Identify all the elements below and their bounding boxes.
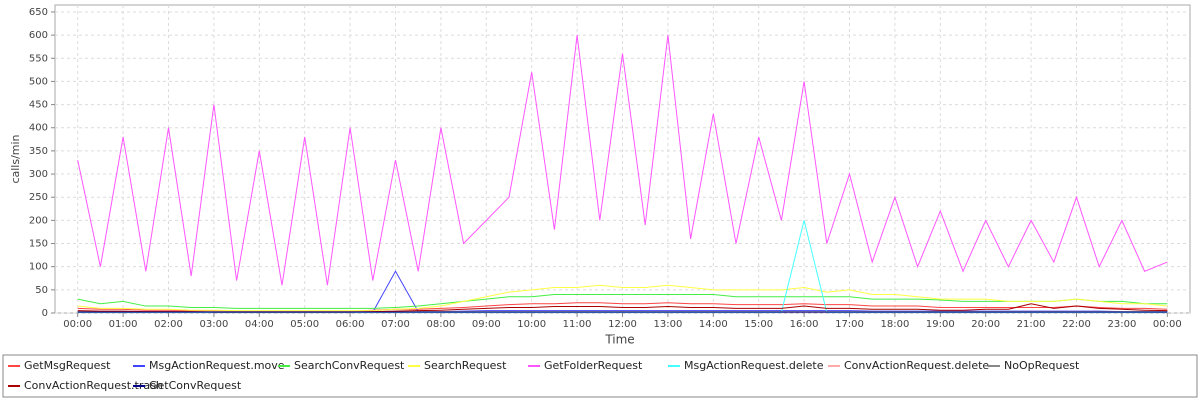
legend xyxy=(2,354,1198,398)
y-tick-label: 600 xyxy=(29,30,48,41)
legend-label: MsgActionRequest.move xyxy=(149,359,285,372)
x-tick-label: 22:00 xyxy=(1062,319,1091,330)
x-tick-label: 14:00 xyxy=(699,319,728,330)
x-tick-label: 11:00 xyxy=(563,319,592,330)
y-tick-label: 550 xyxy=(29,53,48,64)
legend-label: MsgActionRequest.delete xyxy=(684,359,824,372)
x-tick-label: 01:00 xyxy=(109,319,138,330)
y-tick-label: 250 xyxy=(29,192,48,203)
series-line xyxy=(77,293,1168,309)
y-tick-label: 0 xyxy=(42,308,48,319)
legend-label: SearchRequest xyxy=(424,359,507,372)
x-tick-label: 17:00 xyxy=(835,319,864,330)
series-line xyxy=(77,35,1168,286)
x-tick-label: 08:00 xyxy=(426,319,455,330)
y-tick-label: 650 xyxy=(29,7,48,18)
y-tick-label: 350 xyxy=(29,146,48,157)
x-tick-label: 04:00 xyxy=(245,319,274,330)
x-tick-label: 19:00 xyxy=(926,319,955,330)
y-tick-label: 50 xyxy=(35,285,48,296)
x-axis-label: Time xyxy=(604,333,634,347)
y-tick-label: 400 xyxy=(29,123,48,134)
x-tick-label: 12:00 xyxy=(608,319,637,330)
x-tick-label: 18:00 xyxy=(880,319,909,330)
series-line xyxy=(77,284,1168,312)
legend-label: GetFolderRequest xyxy=(544,359,643,372)
x-tick-label: 05:00 xyxy=(290,319,319,330)
x-tick-label: 15:00 xyxy=(744,319,773,330)
x-tick-label: 21:00 xyxy=(1017,319,1046,330)
y-tick-label: 450 xyxy=(29,100,48,111)
y-tick-label: 500 xyxy=(29,76,48,87)
x-tick-label: 10:00 xyxy=(517,319,546,330)
y-tick-label: 200 xyxy=(29,215,48,226)
legend-label: GetMsgRequest xyxy=(24,359,111,372)
y-tick-label: 150 xyxy=(29,239,48,250)
y-axis-label: calls/min xyxy=(9,134,22,183)
legend-label: ConvActionRequest.delete xyxy=(844,359,989,372)
x-tick-label: 00:00 xyxy=(63,319,92,330)
y-tick-label: 100 xyxy=(29,262,48,273)
x-tick-label: 06:00 xyxy=(336,319,365,330)
x-tick-label: 23:00 xyxy=(1107,319,1136,330)
x-tick-label: 13:00 xyxy=(653,319,682,330)
x-tick-label: 00:00 xyxy=(1153,319,1182,330)
legend-label: ConvActionRequest.trash xyxy=(24,379,163,392)
legend-label: SearchConvRequest xyxy=(294,359,405,372)
x-tick-label: 20:00 xyxy=(971,319,1000,330)
legend-label: GetConvRequest xyxy=(149,379,242,392)
x-tick-label: 07:00 xyxy=(381,319,410,330)
x-tick-label: 09:00 xyxy=(472,319,501,330)
x-tick-label: 03:00 xyxy=(199,319,228,330)
legend-label: NoOpRequest xyxy=(1004,359,1080,372)
x-tick-label: 02:00 xyxy=(154,319,183,330)
x-tick-label: 16:00 xyxy=(790,319,819,330)
y-tick-label: 300 xyxy=(29,169,48,180)
